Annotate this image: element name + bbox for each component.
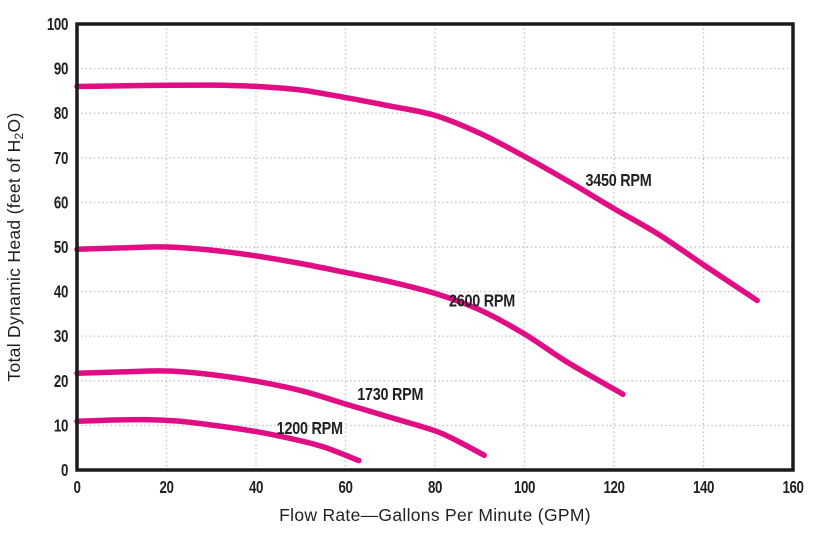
curve-1200-rpm bbox=[74, 416, 362, 464]
curve-3450-rpm bbox=[74, 82, 760, 304]
x-tick-label-0: 0 bbox=[73, 478, 81, 497]
x-tick-label-40: 40 bbox=[249, 478, 264, 497]
y-tick-label-70: 70 bbox=[54, 149, 69, 168]
y-tick-label-10: 10 bbox=[54, 417, 69, 436]
curve-1730-rpm bbox=[74, 368, 487, 459]
x-tick-label-120: 120 bbox=[603, 478, 625, 497]
x-tick-label-20: 20 bbox=[159, 478, 174, 497]
y-tick-label-40: 40 bbox=[54, 283, 69, 302]
x-tick-label-160: 160 bbox=[782, 478, 804, 497]
y-tick-label-0: 0 bbox=[61, 461, 69, 480]
curve-label-1200-rpm: 1200 RPM bbox=[277, 419, 343, 439]
y-tick-label-80: 80 bbox=[54, 104, 69, 123]
y-tick-label-50: 50 bbox=[54, 238, 69, 257]
curve-2600-rpm bbox=[74, 244, 626, 397]
y-axis-title: Total Dynamic Head (feet of H2O) bbox=[4, 112, 26, 381]
y-tick-label-90: 90 bbox=[54, 60, 69, 79]
x-tick-label-140: 140 bbox=[693, 478, 715, 497]
y-tick-label-30: 30 bbox=[54, 327, 69, 346]
y-tick-label-20: 20 bbox=[54, 372, 69, 391]
y-tick-label-60: 60 bbox=[54, 194, 69, 213]
plot-border bbox=[75, 22, 795, 472]
curve-label-2600-rpm: 2600 RPM bbox=[449, 291, 515, 311]
x-tick-label-80: 80 bbox=[428, 478, 443, 497]
x-tick-label-60: 60 bbox=[338, 478, 353, 497]
curve-label-3450-rpm: 3450 RPM bbox=[585, 171, 651, 191]
curve-label-1730-rpm: 1730 RPM bbox=[357, 385, 423, 405]
y-tick-label-100: 100 bbox=[47, 15, 69, 34]
x-tick-label-100: 100 bbox=[514, 478, 536, 497]
x-axis-title: Flow Rate—Gallons Per Minute (GPM) bbox=[279, 505, 591, 525]
